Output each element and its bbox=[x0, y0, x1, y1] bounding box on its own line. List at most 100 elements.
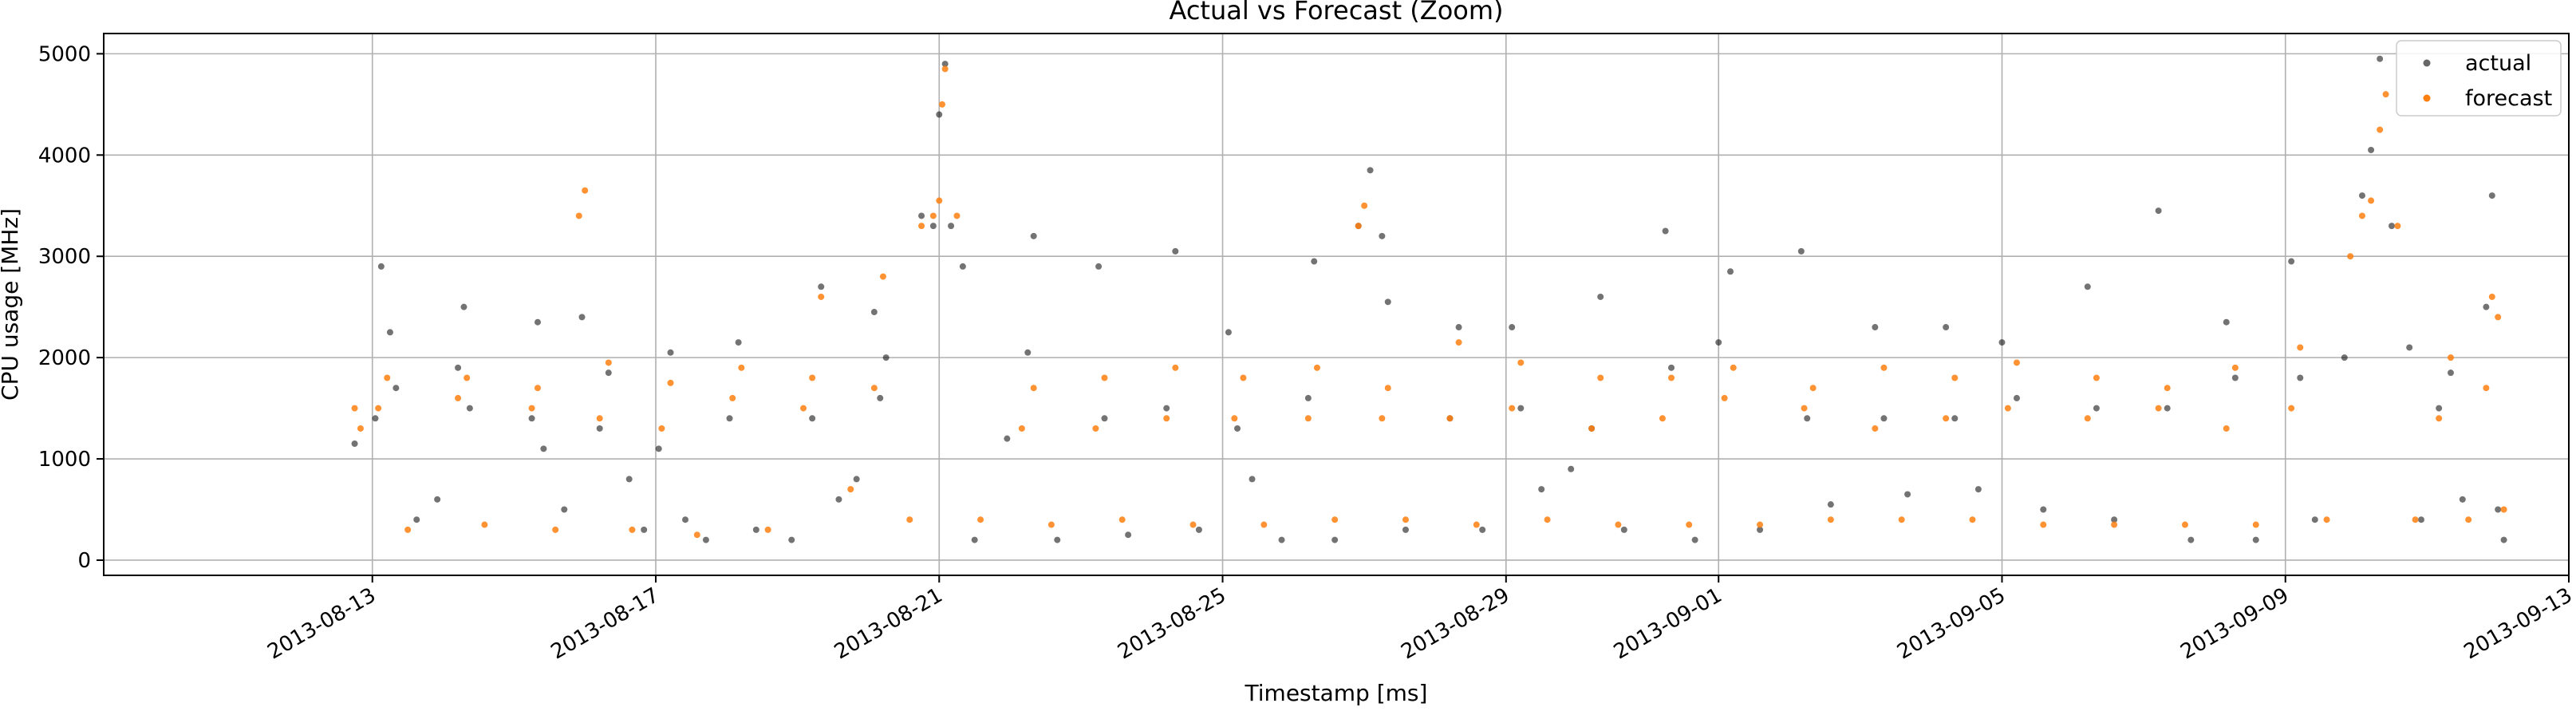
actual-point bbox=[605, 369, 612, 377]
forecast-point bbox=[2288, 405, 2295, 412]
forecast-point bbox=[2004, 405, 2011, 412]
actual-point bbox=[377, 263, 385, 270]
actual-point bbox=[1225, 329, 1232, 336]
legend-label-forecast: forecast bbox=[2465, 86, 2552, 111]
forecast-point bbox=[375, 405, 382, 412]
forecast-point bbox=[2377, 126, 2384, 133]
forecast-point bbox=[1943, 415, 1950, 422]
forecast-point bbox=[1379, 415, 1386, 422]
actual-point bbox=[455, 364, 462, 371]
forecast-point bbox=[1260, 521, 1268, 528]
forecast-point bbox=[1509, 405, 1516, 412]
actual-point bbox=[1195, 526, 1202, 533]
actual-point bbox=[1943, 324, 1950, 331]
legend-marker-actual bbox=[2423, 59, 2431, 67]
actual-point bbox=[1568, 465, 1575, 472]
actual-point bbox=[1715, 339, 1722, 346]
actual-point bbox=[752, 526, 759, 533]
actual-point bbox=[2406, 344, 2413, 351]
actual-point bbox=[2388, 223, 2395, 230]
plot-frame bbox=[103, 33, 2570, 576]
actual-point bbox=[2358, 192, 2365, 199]
actual-point bbox=[1804, 415, 1811, 422]
actual-point bbox=[1904, 491, 1911, 498]
forecast-point bbox=[809, 374, 816, 381]
forecast-point bbox=[2040, 521, 2047, 528]
actual-point bbox=[1479, 526, 1486, 533]
actual-point bbox=[877, 394, 884, 401]
actual-point bbox=[2040, 506, 2047, 513]
forecast-point bbox=[1951, 374, 1959, 381]
forecast-point bbox=[1361, 202, 1368, 209]
actual-point bbox=[540, 445, 547, 452]
forecast-point bbox=[667, 379, 674, 386]
actual-point bbox=[1384, 298, 1391, 306]
actual-point bbox=[655, 445, 662, 452]
forecast-point bbox=[1101, 374, 1108, 381]
actual-point bbox=[1455, 324, 1462, 331]
y-tick-label: 4000 bbox=[38, 144, 91, 168]
forecast-point bbox=[534, 385, 541, 392]
actual-point bbox=[1509, 324, 1516, 331]
actual-point bbox=[2252, 536, 2259, 543]
actual-point bbox=[2111, 516, 2118, 523]
forecast-point bbox=[1018, 425, 1025, 432]
forecast-point bbox=[2358, 212, 2365, 219]
actual-point bbox=[1331, 536, 1339, 543]
actual-point bbox=[1620, 526, 1627, 533]
forecast-point bbox=[2231, 364, 2239, 371]
actual-point bbox=[1278, 536, 1285, 543]
forecast-point bbox=[1455, 339, 1462, 346]
forecast-point bbox=[693, 531, 700, 539]
actual-point bbox=[2483, 303, 2490, 310]
actual-point bbox=[918, 212, 925, 219]
y-tick-label: 3000 bbox=[38, 245, 91, 269]
legend-label-actual: actual bbox=[2465, 51, 2531, 76]
forecast-point bbox=[2164, 385, 2171, 392]
actual-point bbox=[386, 329, 393, 336]
actual-point bbox=[870, 309, 878, 316]
forecast-point bbox=[1118, 516, 1126, 523]
actual-point bbox=[788, 536, 795, 543]
actual-point bbox=[2164, 405, 2171, 412]
actual-point bbox=[466, 405, 473, 412]
forecast-point bbox=[658, 425, 665, 432]
actual-point bbox=[2297, 374, 2304, 381]
forecast-point bbox=[404, 526, 412, 533]
actual-point bbox=[818, 283, 825, 290]
actual-point bbox=[1797, 247, 1805, 255]
x-axis-label: Timestamp [ms] bbox=[1245, 680, 1428, 706]
forecast-point bbox=[1231, 415, 1238, 422]
actual-point bbox=[882, 354, 890, 361]
forecast-point bbox=[938, 101, 945, 108]
actual-point bbox=[2288, 258, 2295, 265]
actual-point bbox=[2447, 369, 2454, 377]
actual-point bbox=[2417, 516, 2424, 523]
forecast-point bbox=[1331, 516, 1339, 523]
forecast-point bbox=[1172, 364, 1179, 371]
forecast-point bbox=[1588, 425, 1596, 432]
forecast-point bbox=[2084, 415, 2091, 422]
actual-point bbox=[1234, 425, 1241, 432]
actual-point bbox=[726, 415, 733, 422]
forecast-point bbox=[2412, 516, 2419, 523]
actual-point bbox=[936, 111, 943, 118]
forecast-point bbox=[2447, 354, 2454, 361]
forecast-point bbox=[1313, 364, 1320, 371]
forecast-point bbox=[2181, 521, 2188, 528]
actual-point bbox=[1998, 339, 2006, 346]
forecast-point bbox=[1801, 405, 1808, 412]
forecast-point bbox=[1730, 364, 1737, 371]
forecast-point bbox=[2297, 344, 2304, 351]
actual-point bbox=[1311, 258, 1318, 265]
actual-point bbox=[1163, 405, 1170, 412]
actual-point bbox=[2223, 318, 2230, 326]
forecast-point bbox=[629, 526, 636, 533]
actual-point bbox=[682, 516, 689, 523]
forecast-point bbox=[800, 405, 807, 412]
forecast-point bbox=[738, 364, 745, 371]
forecast-point bbox=[2495, 314, 2502, 321]
actual-point bbox=[948, 223, 955, 230]
actual-point bbox=[2368, 146, 2375, 153]
